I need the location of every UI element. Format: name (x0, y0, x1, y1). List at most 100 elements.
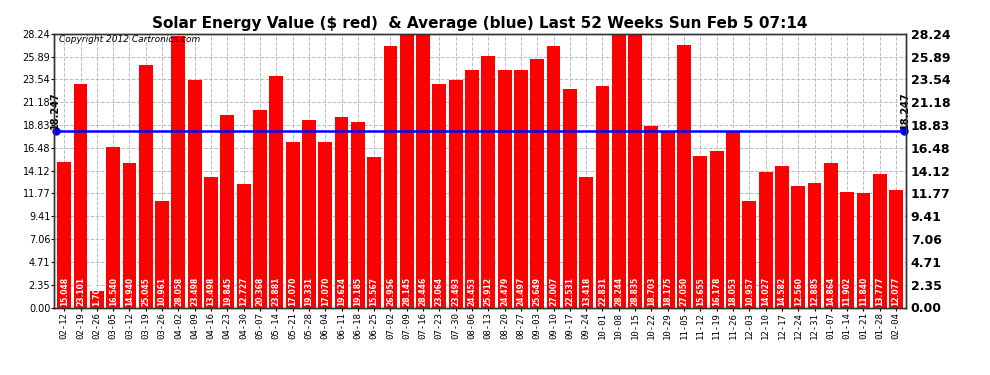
Bar (269, 76, 283, 308)
Bar (775, 166, 789, 308)
Bar (318, 142, 332, 308)
Text: 23.881: 23.881 (272, 277, 281, 306)
Text: 23.493: 23.493 (451, 277, 460, 306)
Text: 18.247: 18.247 (900, 91, 910, 129)
Bar (221, 115, 235, 308)
Bar (563, 89, 577, 308)
Text: 19.624: 19.624 (337, 277, 346, 306)
Bar (514, 70, 528, 308)
Bar (171, 36, 185, 308)
Bar (73, 84, 87, 308)
Bar (90, 291, 104, 308)
Bar (644, 126, 658, 308)
Bar (400, 34, 414, 308)
Text: 15.655: 15.655 (696, 277, 705, 306)
Bar (155, 201, 169, 308)
Bar (629, 28, 643, 308)
Bar (237, 184, 250, 308)
Text: 23.101: 23.101 (76, 277, 85, 306)
Bar (889, 190, 903, 308)
Text: 23.064: 23.064 (435, 277, 444, 306)
Text: 18.175: 18.175 (663, 277, 672, 306)
Text: 13.777: 13.777 (875, 276, 884, 306)
Text: 24.497: 24.497 (517, 277, 526, 306)
Bar (139, 65, 152, 308)
Bar (253, 110, 267, 308)
Text: 19.845: 19.845 (223, 277, 232, 306)
Bar (726, 132, 740, 308)
Text: 23.498: 23.498 (190, 277, 199, 306)
Bar (204, 177, 218, 308)
Text: 16.178: 16.178 (712, 277, 721, 306)
Bar (498, 70, 512, 308)
Bar (302, 120, 316, 308)
Text: 14.582: 14.582 (777, 277, 786, 306)
Bar (808, 183, 822, 308)
Bar (481, 56, 495, 308)
Text: 14.940: 14.940 (125, 277, 134, 306)
Bar (335, 117, 348, 308)
Text: 13.498: 13.498 (207, 277, 216, 306)
Text: 18.703: 18.703 (646, 277, 656, 306)
Bar (57, 162, 71, 308)
Text: 11.840: 11.840 (859, 277, 868, 306)
Text: 15.567: 15.567 (369, 277, 378, 306)
Bar (791, 186, 805, 308)
Text: 1.707: 1.707 (92, 282, 101, 306)
Text: 10.957: 10.957 (744, 277, 753, 306)
Text: 24.479: 24.479 (500, 277, 509, 306)
Bar (677, 45, 691, 308)
Text: 28.835: 28.835 (631, 277, 640, 306)
Bar (873, 174, 887, 308)
Bar (448, 80, 462, 308)
Text: 26.956: 26.956 (386, 277, 395, 306)
Bar (465, 70, 479, 308)
Text: 15.048: 15.048 (59, 277, 68, 306)
Bar (710, 151, 724, 308)
Bar (693, 156, 707, 308)
Bar (350, 122, 364, 308)
Text: 16.540: 16.540 (109, 277, 118, 306)
Bar (367, 157, 381, 308)
Bar (286, 142, 300, 308)
Bar (416, 32, 430, 308)
Bar (596, 86, 610, 308)
Bar (531, 59, 544, 308)
Text: 22.531: 22.531 (565, 277, 574, 306)
Bar (824, 164, 838, 308)
Bar (856, 193, 870, 308)
Text: 18.247: 18.247 (50, 91, 59, 129)
Text: 18.053: 18.053 (729, 277, 738, 306)
Text: 17.070: 17.070 (288, 277, 297, 306)
Text: 10.961: 10.961 (157, 277, 166, 306)
Bar (433, 84, 446, 308)
Text: 22.831: 22.831 (598, 277, 607, 306)
Text: 19.185: 19.185 (353, 277, 362, 306)
Text: 12.560: 12.560 (794, 277, 803, 306)
Text: 28.058: 28.058 (174, 277, 183, 306)
Bar (383, 46, 397, 308)
Text: 27.007: 27.007 (549, 277, 558, 306)
Text: 20.368: 20.368 (255, 277, 264, 306)
Text: 28.145: 28.145 (402, 277, 411, 306)
Bar (188, 80, 202, 308)
Bar (742, 201, 756, 308)
Text: 12.727: 12.727 (240, 277, 248, 306)
Text: 12.077: 12.077 (892, 277, 901, 306)
Bar (546, 46, 560, 308)
Text: 25.649: 25.649 (533, 277, 542, 306)
Text: 25.912: 25.912 (484, 277, 493, 306)
Text: 17.070: 17.070 (321, 277, 330, 306)
Bar (123, 163, 137, 308)
Text: 14.864: 14.864 (827, 277, 836, 306)
Bar (612, 34, 626, 308)
Bar (660, 131, 674, 308)
Bar (579, 177, 593, 308)
Text: Copyright 2012 Cartronics.com: Copyright 2012 Cartronics.com (58, 35, 200, 44)
Text: 12.885: 12.885 (810, 277, 819, 306)
Text: 19.331: 19.331 (304, 277, 314, 306)
Text: 14.027: 14.027 (761, 277, 770, 306)
Title: Solar Energy Value ($ red)  & Average (blue) Last 52 Weeks Sun Feb 5 07:14: Solar Energy Value ($ red) & Average (bl… (152, 16, 808, 31)
Text: 11.902: 11.902 (842, 277, 851, 306)
Text: 13.418: 13.418 (582, 277, 591, 306)
